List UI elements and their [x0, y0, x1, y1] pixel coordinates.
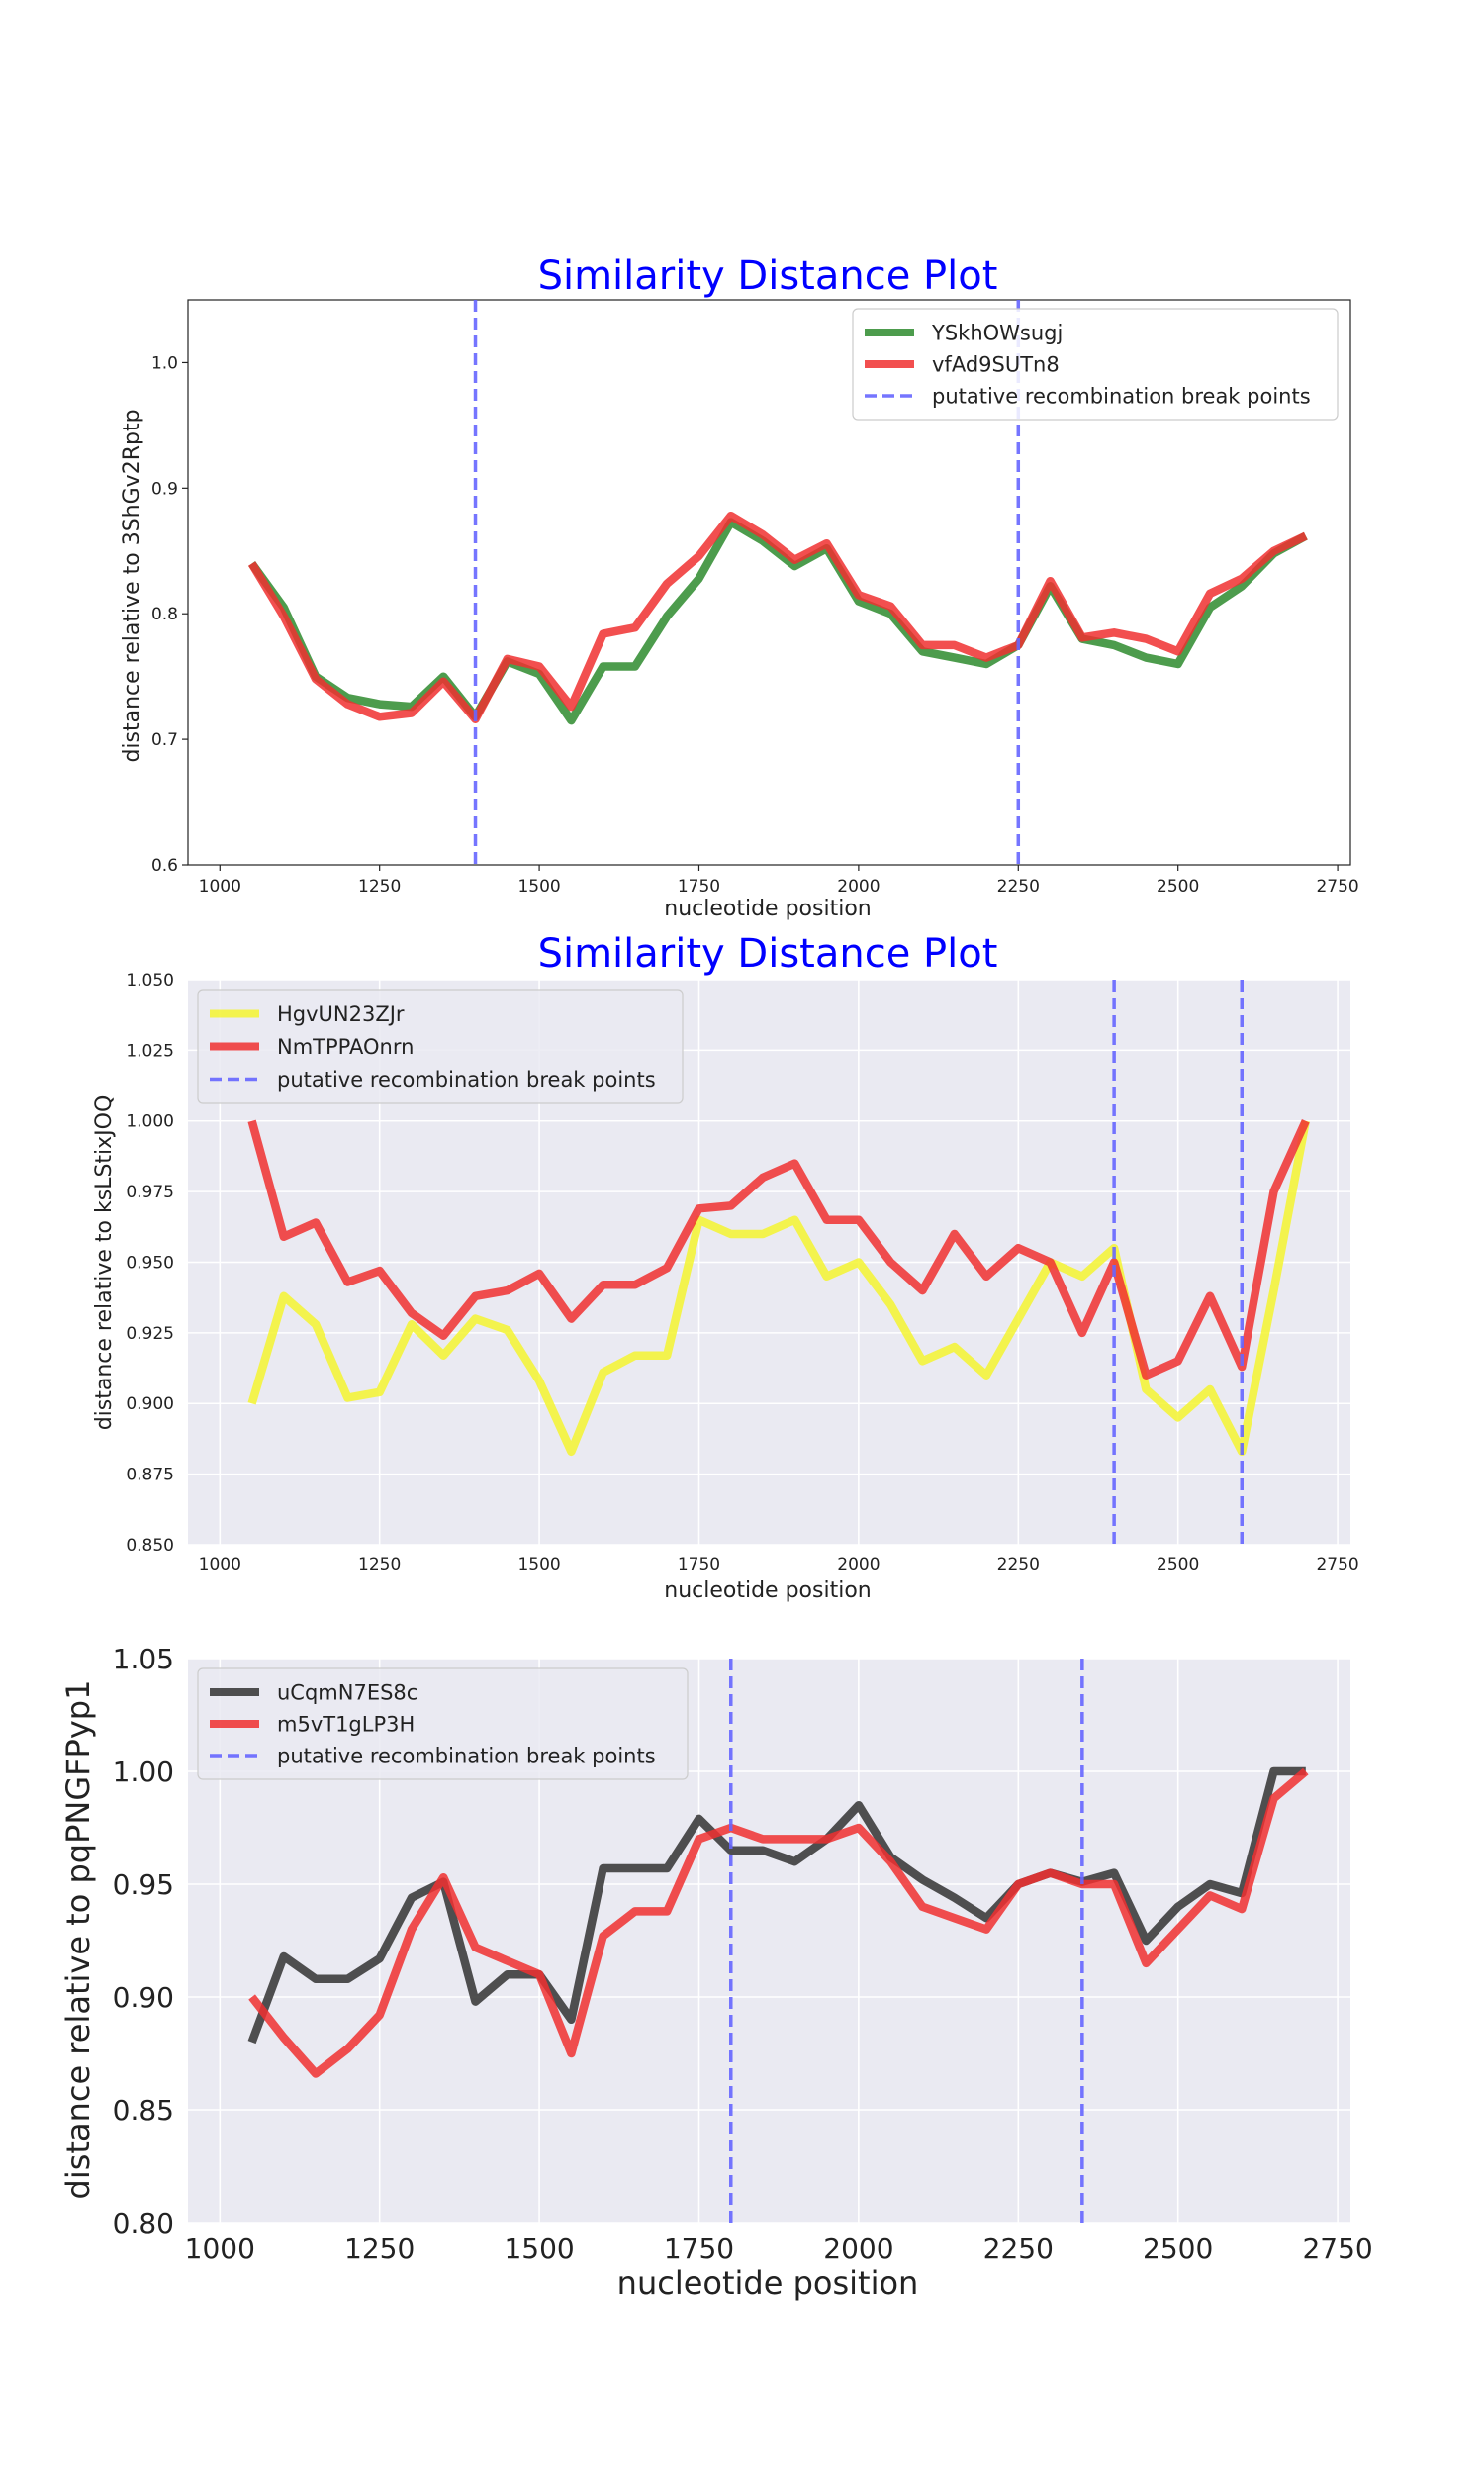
series-line-1 — [247, 1766, 1306, 2045]
legend-label: m5vT1gLP3H — [277, 1713, 415, 1737]
y-tick-label: 0.850 — [126, 1536, 174, 1556]
chart-top-ylabel: distance relative to 3ShGv2Rptp — [120, 409, 144, 762]
x-tick-label: 2500 — [1157, 877, 1199, 897]
y-tick-label: 1.0 — [151, 353, 178, 373]
y-tick-label: 0.975 — [126, 1183, 174, 1202]
x-tick-label: 2000 — [823, 2233, 893, 2265]
x-tick-label: 1500 — [517, 1555, 560, 1574]
x-tick-label: 2000 — [837, 877, 880, 897]
y-tick-label: 0.80 — [113, 2207, 174, 2239]
x-tick-label: 1250 — [344, 2233, 415, 2265]
x-tick-label: 1000 — [199, 1555, 241, 1574]
chart-middle-ylabel: distance relative to ksLStixJOQ — [92, 1095, 117, 1431]
y-tick-label: 1.000 — [126, 1112, 174, 1132]
y-tick-label: 1.05 — [113, 1643, 174, 1675]
series-line-2 — [247, 511, 1308, 724]
x-tick-label: 1000 — [199, 877, 241, 897]
y-tick-label: 0.90 — [113, 1981, 174, 2014]
y-tick-label: 0.925 — [126, 1324, 174, 1344]
y-tick-label: 0.95 — [113, 1868, 174, 1901]
y-tick-label: 0.900 — [126, 1394, 174, 1414]
y-tick-label: 0.875 — [126, 1466, 174, 1485]
x-tick-label: 1750 — [678, 1555, 720, 1574]
x-tick-label: 2000 — [837, 1555, 880, 1574]
x-tick-label: 1250 — [358, 1555, 401, 1574]
x-tick-label: 2250 — [983, 2233, 1054, 2265]
legend-box — [197, 1667, 689, 1780]
x-tick-label: 1500 — [504, 2233, 574, 2265]
legend-label: vfAd9SUTn8 — [932, 353, 1060, 377]
chart-middle-xlabel: nucleotide position — [664, 1578, 871, 1603]
x-tick-label: 2750 — [1302, 2233, 1372, 2265]
legend-label: putative recombination break points — [932, 385, 1311, 409]
series-line-2 — [248, 1767, 1309, 2078]
x-tick-label: 1500 — [517, 877, 560, 897]
x-tick-label: 1750 — [678, 877, 720, 897]
chart-middle: Similarity Distance Plot nucleotide posi… — [92, 931, 1359, 1603]
legend-label: putative recombination break points — [277, 1745, 656, 1768]
legend-label: HgvUN23ZJr — [277, 1002, 405, 1026]
legend-box — [852, 308, 1339, 421]
x-tick-label: 2250 — [997, 877, 1040, 897]
chart-top-title: Similarity Distance Plot — [538, 253, 998, 299]
y-tick-label: 1.025 — [126, 1041, 174, 1061]
y-tick-label: 1.00 — [113, 1756, 174, 1788]
chart-bottom-xlabel: nucleotide position — [617, 2264, 919, 2302]
x-tick-label: 2500 — [1157, 1555, 1199, 1574]
legend-label: uCqmN7ES8c — [277, 1681, 417, 1705]
chart-middle-title: Similarity Distance Plot — [538, 931, 998, 977]
x-tick-label: 2750 — [1316, 1555, 1358, 1574]
chart-bottom-ylabel: distance relative to pqPNGFPyp1 — [59, 1680, 97, 2200]
y-tick-label: 0.7 — [151, 730, 178, 750]
chart-bottom: nucleotide position distance relative to… — [59, 1643, 1373, 2302]
x-tick-label: 2250 — [997, 1555, 1040, 1574]
x-tick-label: 1250 — [358, 877, 401, 897]
legend-label: putative recombination break points — [277, 1068, 656, 1092]
series-line-2 — [247, 1119, 1310, 1380]
x-tick-label: 2500 — [1143, 2233, 1213, 2265]
legend-label: YSkhOWsugj — [931, 322, 1063, 345]
y-tick-label: 0.6 — [151, 856, 178, 876]
y-tick-label: 1.050 — [126, 971, 174, 991]
x-tick-label: 1000 — [185, 2233, 255, 2265]
x-tick-label: 1750 — [664, 2233, 734, 2265]
chart-top: Similarity Distance Plot nucleotide posi… — [120, 253, 1359, 921]
legend-box — [197, 989, 684, 1104]
y-tick-label: 0.950 — [126, 1253, 174, 1273]
y-tick-label: 0.8 — [151, 605, 178, 624]
x-tick-label: 2750 — [1316, 877, 1358, 897]
chart-top-xlabel: nucleotide position — [664, 897, 871, 921]
y-tick-label: 0.85 — [113, 2094, 174, 2127]
legend-label: NmTPPAOnrn — [277, 1035, 414, 1059]
y-tick-label: 0.9 — [151, 479, 178, 499]
